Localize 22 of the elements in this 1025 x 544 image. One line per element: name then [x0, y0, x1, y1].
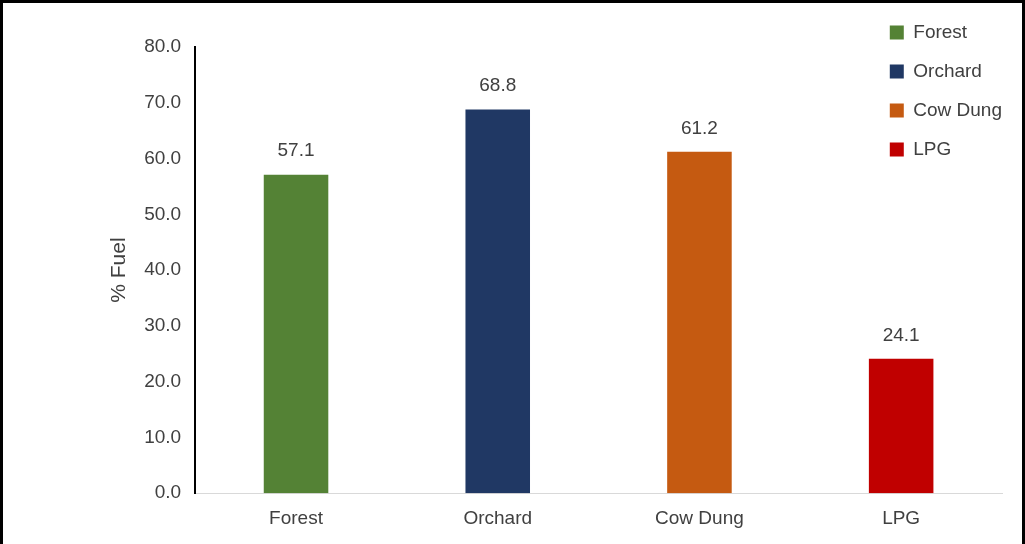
y-axis-title: % Fuel	[106, 237, 130, 303]
y-tick-label: 40.0	[144, 258, 182, 280]
y-tick-label: 70.0	[144, 91, 182, 113]
legend-label: Orchard	[913, 59, 982, 81]
y-tick-label: 60.0	[144, 146, 182, 168]
x-tick-label: Cow Dung	[655, 506, 744, 528]
x-tick-label: Orchard	[463, 506, 533, 528]
x-tick-label: LPG	[882, 506, 921, 528]
y-tick-label: 50.0	[144, 202, 182, 224]
y-tick-label: 20.0	[144, 369, 182, 391]
y-tick-label: 80.0	[144, 35, 182, 57]
y-tick-label: 30.0	[144, 314, 182, 336]
data-label: 68.8	[479, 74, 517, 96]
data-label: 24.1	[882, 323, 920, 345]
data-label: 57.1	[277, 139, 315, 161]
y-tick-label: 0.0	[154, 481, 182, 503]
x-tick-label: Forest	[269, 506, 324, 528]
y-tick-label: 10.0	[144, 425, 182, 447]
data-label: 61.2	[680, 116, 718, 138]
legend-label: LPG	[913, 137, 952, 159]
legend-label: Forest	[913, 20, 968, 42]
legend-label: Cow Dung	[913, 98, 1003, 120]
